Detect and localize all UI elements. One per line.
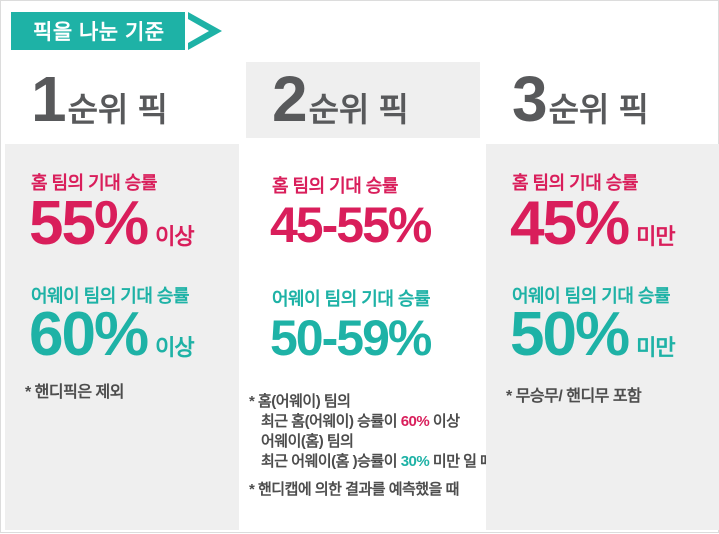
priority-2-heading-band [246,62,480,138]
home-winrate-label: 홈 팀의 기대 승률 [272,176,398,196]
home-winrate-label: 홈 팀의 기대 승률 [31,173,157,193]
priority-2-heading: 2순위 픽 [272,67,409,131]
away-winrate-label: 어웨이 팀의 기대 승률 [272,289,431,309]
highlight-30-percent: 30% [400,453,430,470]
home-winrate-value: 45-55% [270,197,432,253]
rank-suffix: 순위 픽 [548,91,649,128]
title-banner: 픽을 나눈 기준 [11,12,222,50]
highlight-60-percent: 60% [400,413,430,430]
home-winrate-qualifier: 미만 [636,224,675,249]
priority-2-condition-note: * 홈(어웨이) 팀의 최근 홈(어웨이) 승률이 60% 이상 어웨이(홈) … [249,392,498,472]
home-winrate-label: 홈 팀의 기대 승률 [512,173,638,193]
note-line: 어웨이(홈) 팀의 [261,433,354,450]
away-winrate-value: 60% 이상 [29,304,195,366]
home-winrate-number: 55% [29,189,149,258]
rank-suffix: 순위 픽 [308,91,409,128]
rank-number: 2 [272,63,308,135]
home-winrate-qualifier: 이상 [155,224,194,249]
away-winrate-label: 어웨이 팀의 기대 승률 [31,286,190,306]
priority-3-heading: 3순위 픽 [512,67,649,131]
away-winrate-label: 어웨이 팀의 기대 승률 [512,286,671,306]
priority-3-note: * 무승무/ 핸디무 포함 [506,388,642,405]
home-winrate-number: 45% [510,189,630,258]
priority-1-note: * 핸디픽은 제외 [25,384,124,401]
home-winrate-value: 45% 미만 [510,193,676,255]
note-line: 최근 어웨이(홈 )승률이 30% 미만 일 때. [261,453,498,470]
away-winrate-qualifier: 이상 [155,335,194,360]
away-winrate-number: 50% [510,300,630,369]
column-priority-2: 2순위 픽 홈 팀의 기대 승률 45-55% 어웨이 팀의 기대 승률 50-… [246,1,498,534]
home-winrate-value: 55% 이상 [29,193,195,255]
away-winrate-value: 50-59% [270,310,432,366]
note-line: * 홈(어웨이) 팀의 [249,393,351,410]
away-winrate-range: 50-59% [270,310,432,366]
away-winrate-qualifier: 미만 [636,335,675,360]
away-winrate-number: 60% [29,300,149,369]
page-title: 픽을 나눈 기준 [33,21,165,44]
note-line: * 핸디캡에 의한 결과를 예측했을 때 [249,481,459,498]
priority-3-criteria-box [486,144,719,530]
note-line: 최근 홈(어웨이) 승률이 60% 이상 [261,413,460,430]
priority-1-criteria-box [5,144,239,530]
home-winrate-range: 45-55% [270,197,432,253]
column-priority-1: 1순위 픽 홈 팀의 기대 승률 55% 이상 어웨이 팀의 기대 승률 60% 이… [5,1,239,534]
rank-number: 3 [512,63,548,135]
priority-1-heading: 1순위 픽 [31,67,168,131]
rank-number: 1 [31,63,67,135]
away-winrate-value: 50% 미만 [510,304,676,366]
column-priority-3: 3순위 픽 홈 팀의 기대 승률 45% 미만 어웨이 팀의 기대 승률 50% 미… [486,1,719,534]
priority-2-handicap-note: * 핸디캡에 의한 결과를 예측했을 때 [249,480,459,500]
rank-suffix: 순위 픽 [67,91,168,128]
